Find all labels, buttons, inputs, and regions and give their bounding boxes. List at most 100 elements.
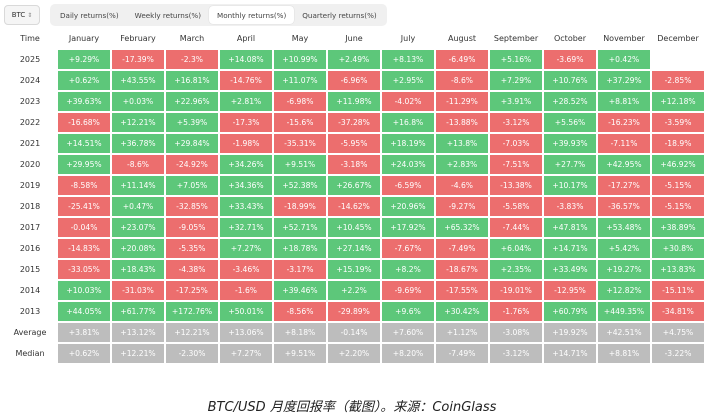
return-cell: -13.38% xyxy=(490,176,542,195)
return-cell: +23.07% xyxy=(112,218,164,237)
return-cell: +11.07% xyxy=(274,71,326,90)
return-cell: -35.31% xyxy=(274,134,326,153)
return-cell: -15.6% xyxy=(274,113,326,132)
summary-row: Median +0.62% +12.21% -2.30% +7.27% +9.51% +2.… xyxy=(4,344,704,363)
return-cell: +17.92% xyxy=(382,218,434,237)
return-cell: -13.88% xyxy=(436,113,488,132)
return-cell: -17.55% xyxy=(436,281,488,300)
summary-cell: +9.51% xyxy=(274,344,326,363)
summary-cell: +8.20% xyxy=(382,344,434,363)
summary-cell: +7.27% xyxy=(220,344,272,363)
return-cell: +13.83% xyxy=(652,260,704,279)
return-cell: -3.18% xyxy=(328,155,380,174)
return-cell: -6.96% xyxy=(328,71,380,90)
return-cell: -3.46% xyxy=(220,260,272,279)
return-cell: +50.01% xyxy=(220,302,272,321)
return-cell: -5.15% xyxy=(652,176,704,195)
return-cell: -9.27% xyxy=(436,197,488,216)
return-cell: +34.36% xyxy=(220,176,272,195)
return-cell: +10.45% xyxy=(328,218,380,237)
return-cell: +20.96% xyxy=(382,197,434,216)
asset-select[interactable]: BTC ⇕ xyxy=(4,5,40,25)
return-cell: +47.81% xyxy=(544,218,596,237)
tab-monthly-returns[interactable]: Monthly returns(%) xyxy=(209,6,295,24)
asset-select-label: BTC xyxy=(11,11,26,19)
return-cell: +2.81% xyxy=(220,92,272,111)
year-label: 2020 xyxy=(19,160,41,169)
month-header: June xyxy=(345,33,363,43)
return-cell: +9.51% xyxy=(274,155,326,174)
summary-cell: -7.49% xyxy=(436,344,488,363)
return-cell: +14.71% xyxy=(544,239,596,258)
return-cell: +20.08% xyxy=(112,239,164,258)
summary-cell: +4.75% xyxy=(652,323,704,342)
month-header: September xyxy=(493,33,539,43)
return-cell: -16.68% xyxy=(58,113,110,132)
table-row: 2015 -33.05% +18.43% -4.38% -3.46% -3.17% +15.… xyxy=(4,260,704,279)
year-label: 2016 xyxy=(19,244,41,253)
return-cell: +37.29% xyxy=(598,71,650,90)
month-header: April xyxy=(236,33,256,43)
return-cell: +13.8% xyxy=(436,134,488,153)
return-cell: -8.6% xyxy=(112,155,164,174)
return-cell: +0.47% xyxy=(112,197,164,216)
return-cell: +34.26% xyxy=(220,155,272,174)
return-cell: +30.42% xyxy=(436,302,488,321)
summary-cell: +19.92% xyxy=(544,323,596,342)
month-header: July xyxy=(400,33,416,43)
year-label: 2015 xyxy=(19,265,41,274)
return-cell: -14.76% xyxy=(220,71,272,90)
return-cell: -5.95% xyxy=(328,134,380,153)
summary-cell: +14.71% xyxy=(544,344,596,363)
summary-label: Average xyxy=(13,328,47,337)
table-row: 2016 -14.83% +20.08% -5.35% +7.27% +18.78% +27… xyxy=(4,239,704,258)
summary-cell: +12.21% xyxy=(112,344,164,363)
tab-daily-returns[interactable]: Daily returns(%) xyxy=(60,10,119,20)
return-cell: +10.99% xyxy=(274,50,326,69)
summary-cell: +3.81% xyxy=(58,323,110,342)
return-cell: -29.89% xyxy=(328,302,380,321)
month-header: February xyxy=(120,33,156,43)
return-cell: +0.03% xyxy=(112,92,164,111)
summary-cell: +8.81% xyxy=(598,344,650,363)
return-cell: +42.95% xyxy=(598,155,650,174)
summary-cell: +13.06% xyxy=(220,323,272,342)
tab-quarterly-returns[interactable]: Quarterly returns(%) xyxy=(302,10,377,20)
chevron-updown-icon: ⇕ xyxy=(27,11,33,19)
summary-cell: +7.60% xyxy=(382,323,434,342)
return-cell: -36.57% xyxy=(598,197,650,216)
return-cell: -7.11% xyxy=(598,134,650,153)
return-cell: +5.42% xyxy=(598,239,650,258)
return-cell: +2.83% xyxy=(436,155,488,174)
table-row: 2018 -25.41% +0.47% -32.85% +33.43% -18.99% -1… xyxy=(4,197,704,216)
return-cell: +27.14% xyxy=(328,239,380,258)
period-tabs: Daily returns(%) Weekly returns(%) Month… xyxy=(50,4,387,26)
return-cell: -9.05% xyxy=(166,218,218,237)
return-cell: +12.18% xyxy=(652,92,704,111)
return-cell: +2.2% xyxy=(328,281,380,300)
return-cell: +39.46% xyxy=(274,281,326,300)
table-row: 2022 -16.68% +12.21% +5.39% -17.3% -15.6% -37.… xyxy=(4,113,704,132)
return-cell: +36.78% xyxy=(112,134,164,153)
table-row: 2023 +39.63% +0.03% +22.96% +2.81% -6.98% +11.… xyxy=(4,92,704,111)
return-cell: +65.32% xyxy=(436,218,488,237)
return-cell: +8.81% xyxy=(598,92,650,111)
return-cell: +2.49% xyxy=(328,50,380,69)
return-cell: -33.05% xyxy=(58,260,110,279)
year-label: 2025 xyxy=(19,55,41,64)
return-cell: +43.55% xyxy=(112,71,164,90)
return-cell: -3.69% xyxy=(544,50,596,69)
year-label: 2022 xyxy=(19,118,41,127)
return-cell: -2.85% xyxy=(652,71,704,90)
return-cell: -6.59% xyxy=(382,176,434,195)
return-cell: -7.03% xyxy=(490,134,542,153)
return-cell: +60.79% xyxy=(544,302,596,321)
tab-weekly-returns[interactable]: Weekly returns(%) xyxy=(134,10,202,20)
return-cell: +172.76% xyxy=(166,302,218,321)
return-cell: -3.59% xyxy=(652,113,704,132)
return-cell: -2.3% xyxy=(166,50,218,69)
return-cell: -14.62% xyxy=(328,197,380,216)
return-cell: +46.92% xyxy=(652,155,704,174)
return-cell: -1.76% xyxy=(490,302,542,321)
return-cell: +0.62% xyxy=(58,71,110,90)
